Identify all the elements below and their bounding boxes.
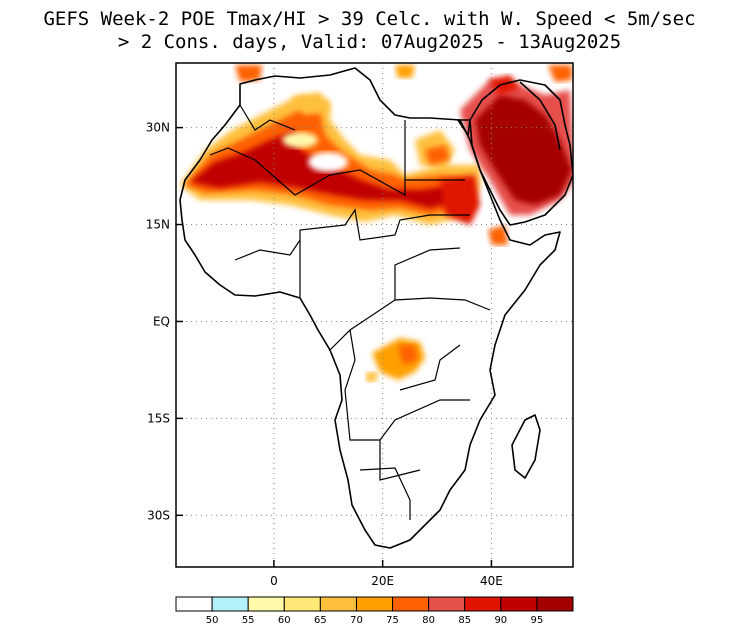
africa-coast xyxy=(179,67,561,549)
gridlines xyxy=(176,63,573,567)
colorbar-label-5: 75 xyxy=(386,615,399,626)
y-axis-labels: 30N 15N EQ 15S 30S xyxy=(146,121,170,523)
colorbar-label-3: 65 xyxy=(314,615,327,626)
colorbar-swatch-5 xyxy=(355,596,394,612)
arabia-core xyxy=(475,95,572,205)
colorbar-swatch-10 xyxy=(536,596,574,612)
colorbar-swatch-2 xyxy=(247,596,285,612)
y-tick-label-2: EQ xyxy=(153,314,170,328)
colorbar-label-9: 95 xyxy=(531,615,544,626)
x-tick-label-2: 40E xyxy=(480,574,503,588)
x-tick-label-1: 20E xyxy=(371,574,394,588)
y-tick-label-4: 30S xyxy=(147,508,170,522)
title-line-2: > 2 Cons. days, Valid: 07Aug2025 - 13Aug… xyxy=(117,31,622,53)
colorbar-swatch-8 xyxy=(464,596,502,612)
colorbar-label-1: 55 xyxy=(242,615,255,626)
colorbar-label-7: 85 xyxy=(458,615,471,626)
colorbar-swatch-6 xyxy=(392,596,430,612)
madagascar xyxy=(511,414,541,479)
colorbar-label-2: 60 xyxy=(278,615,291,626)
axis-ticks xyxy=(176,126,493,567)
colorbar-swatch-4 xyxy=(319,596,357,612)
coastlines xyxy=(179,67,573,549)
x-tick-label-0: 0 xyxy=(270,574,278,588)
x-axis-labels: 0 20E 40E xyxy=(270,574,503,588)
colorbar xyxy=(175,596,574,612)
y-tick-label-0: 30N xyxy=(146,121,170,135)
probability-shading xyxy=(180,65,573,382)
colorbar-label-4: 70 xyxy=(350,615,363,626)
y-tick-label-1: 15N xyxy=(146,218,170,232)
title-line-1: GEFS Week-2 POE Tmax/HI > 39 Celc. with … xyxy=(43,8,696,30)
colorbar-label-8: 90 xyxy=(494,615,507,626)
country-borders xyxy=(209,104,491,520)
colorbar-swatch-0 xyxy=(175,596,213,612)
persian-gulf xyxy=(519,81,561,151)
colorbar-swatch-9 xyxy=(500,596,538,612)
colorbar-label-6: 80 xyxy=(422,615,435,626)
colorbar-label-0: 50 xyxy=(206,615,219,626)
arabia-coast xyxy=(469,79,573,226)
colorbar-labels: 50 55 60 65 70 75 80 85 90 95 xyxy=(206,615,544,626)
colorbar-swatch-3 xyxy=(283,596,321,612)
sinai xyxy=(457,119,471,136)
colorbar-swatch-7 xyxy=(428,596,466,612)
map-frame xyxy=(175,62,574,568)
colorbar-swatch-1 xyxy=(211,596,249,612)
y-tick-label-3: 15S xyxy=(147,411,170,425)
